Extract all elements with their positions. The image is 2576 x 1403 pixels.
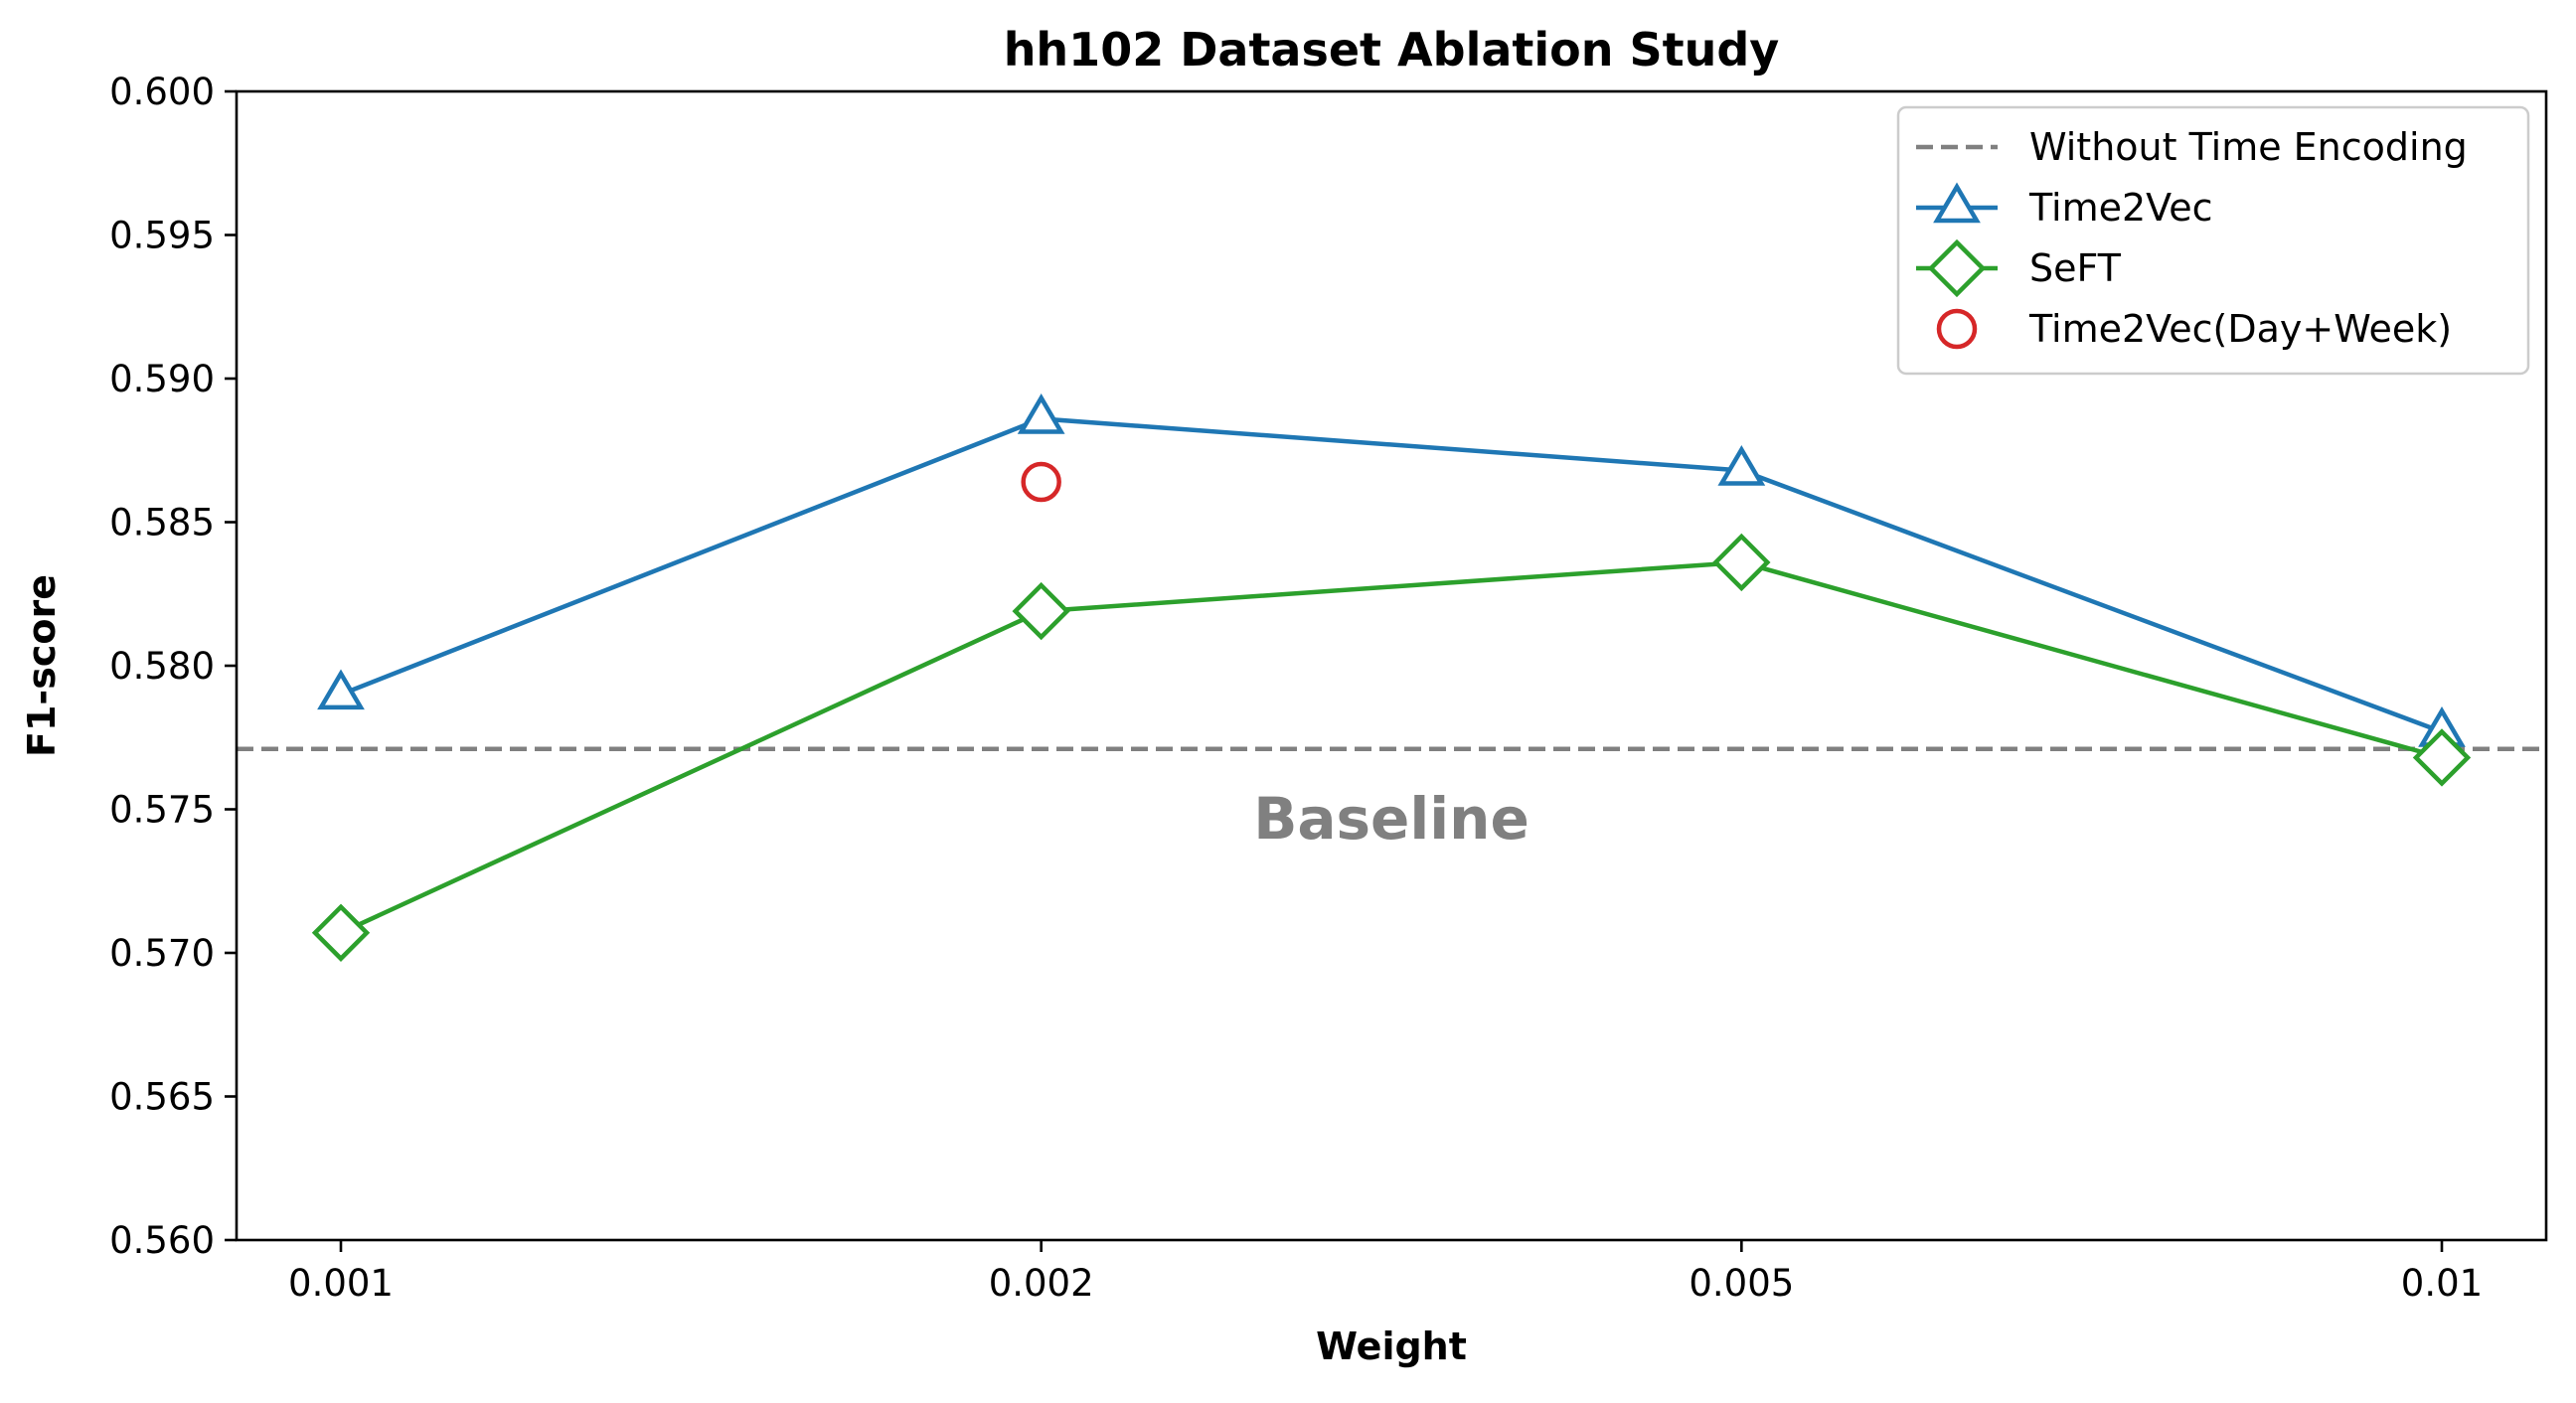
x-tick-label: 0.01 bbox=[2401, 1262, 2483, 1305]
y-tick-label: 0.570 bbox=[109, 932, 215, 975]
points-layer bbox=[1021, 461, 1061, 503]
legend-marker-time2vec bbox=[1933, 182, 1981, 224]
x-tick-label: 0.005 bbox=[1689, 1262, 1794, 1305]
y-tick-label: 0.585 bbox=[109, 502, 215, 545]
point-seft bbox=[1712, 533, 1771, 592]
series-line-time2vec bbox=[340, 416, 2443, 734]
y-axis-title: F1-score bbox=[20, 574, 64, 757]
legend: Without Time Encoding Time2Vec SeFT Time2Ve… bbox=[1896, 105, 2530, 376]
x-axis-title: Weight bbox=[1316, 1325, 1467, 1368]
chart-title: hh102 Dataset Ablation Study bbox=[1004, 23, 1780, 77]
legend-label-time2vec: Time2Vec bbox=[2028, 186, 2213, 230]
point-time2vec bbox=[1017, 393, 1065, 434]
y-tick-label: 0.575 bbox=[109, 789, 215, 832]
point-seft bbox=[2412, 728, 2472, 787]
legend-box bbox=[1896, 105, 2530, 376]
x-tick-label: 0.001 bbox=[288, 1262, 394, 1305]
y-tick-label: 0.565 bbox=[109, 1076, 215, 1119]
legend-marker-seft bbox=[1927, 238, 1987, 298]
y-tick-label: 0.595 bbox=[109, 215, 215, 257]
series-line-seft bbox=[340, 559, 2443, 935]
y-tick-label: 0.580 bbox=[109, 645, 215, 688]
y-tick-label: 0.590 bbox=[109, 358, 215, 400]
y-tick-label: 0.560 bbox=[109, 1219, 215, 1262]
legend-label-time2vec-day-week: Time2Vec(Day+Week) bbox=[2028, 307, 2452, 351]
baseline-annotation: Baseline bbox=[1253, 785, 1530, 853]
point-seft bbox=[1012, 581, 1070, 641]
annotation-layer: Baseline bbox=[1253, 785, 1530, 853]
point-seft bbox=[311, 903, 371, 962]
legend-label-without-time-encoding: Without Time Encoding bbox=[2029, 125, 2468, 169]
point-time2vec bbox=[1717, 445, 1766, 486]
legend-marker-time2vec-day-week bbox=[1936, 308, 1978, 350]
point-time2vec bbox=[317, 669, 365, 710]
x-axis-ticks: 0.001 0.002 0.005 0.01 bbox=[288, 1240, 2483, 1305]
y-axis-ticks: 0.560 0.565 0.570 0.575 0.580 0.585 0.590 0.595… bbox=[109, 71, 237, 1262]
x-tick-label: 0.002 bbox=[989, 1262, 1094, 1305]
point-time2vec-day-week bbox=[1021, 461, 1061, 503]
legend-label-seft: SeFT bbox=[2029, 246, 2122, 290]
series-layer bbox=[311, 393, 2472, 962]
y-tick-label: 0.600 bbox=[109, 71, 215, 113]
